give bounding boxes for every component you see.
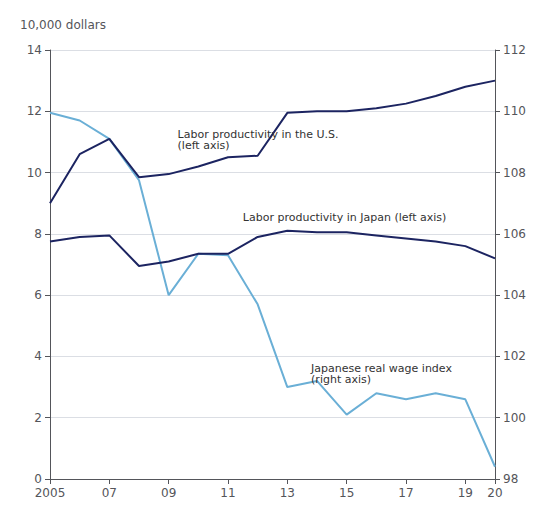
svg-text:17: 17 [398, 486, 413, 500]
svg-text:11: 11 [220, 486, 235, 500]
svg-text:6: 6 [34, 288, 42, 302]
svg-text:20: 20 [487, 486, 502, 500]
svg-text:4: 4 [34, 349, 42, 363]
svg-text:0: 0 [34, 472, 42, 486]
svg-text:110: 110 [503, 104, 526, 118]
svg-text:09: 09 [161, 486, 176, 500]
svg-text:15: 15 [339, 486, 354, 500]
svg-text:2: 2 [34, 411, 42, 425]
svg-text:12: 12 [27, 104, 42, 118]
svg-text:Labor productivity in Japan (l: Labor productivity in Japan (left axis) [243, 211, 446, 224]
svg-text:106: 106 [503, 227, 526, 241]
svg-text:(left axis): (left axis) [178, 139, 230, 152]
svg-text:19: 19 [458, 486, 473, 500]
svg-text:108: 108 [503, 166, 526, 180]
svg-text:10,000 dollars: 10,000 dollars [20, 18, 106, 32]
svg-text:07: 07 [102, 486, 117, 500]
svg-text:98: 98 [503, 472, 518, 486]
svg-text:102: 102 [503, 349, 526, 363]
svg-text:Japanese real wage index: Japanese real wage index [311, 361, 452, 375]
svg-text:100: 100 [503, 411, 526, 425]
svg-text:(right axis): (right axis) [311, 373, 371, 386]
svg-text:2005: 2005 [35, 486, 66, 500]
svg-text:13: 13 [280, 486, 295, 500]
svg-text:10: 10 [27, 166, 42, 180]
svg-text:112: 112 [503, 43, 526, 57]
svg-text:14: 14 [27, 43, 42, 57]
svg-text:104: 104 [503, 288, 526, 302]
svg-text:Labor productivity in the U.S.: Labor productivity in the U.S. [177, 128, 339, 142]
svg-text:8: 8 [34, 227, 42, 241]
